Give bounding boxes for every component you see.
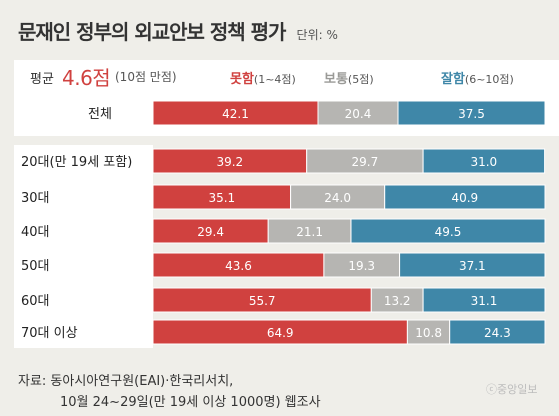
value-label: 43.6 [225,259,252,273]
legend-item-bad: 못함(1~4점) [230,68,296,87]
value-label: 29.7 [352,155,379,169]
category-label: 50대 [21,259,50,274]
value-label: 39.2 [216,155,243,169]
category-label: 40대 [21,225,50,240]
title-row: 문재인 정부의 외교안보 정책 평가 단위: % [18,16,338,45]
value-label: 20.4 [345,107,372,121]
value-label: 19.3 [348,259,375,273]
legend-range: (6~10점) [464,73,514,86]
value-label: 64.9 [267,326,294,340]
value-label: 42.1 [222,107,249,121]
value-label: 49.5 [435,225,462,239]
bar-segment [406,319,451,345]
value-label: 31.0 [470,155,497,169]
publisher-logo: ⓒ중앙일보 [486,383,538,396]
bar-segment [422,287,546,313]
bar-segment [267,218,352,244]
category-panel [14,145,153,348]
average-suffix: (10점 만점) [115,70,177,84]
bar-segment [350,218,546,244]
value-label: 37.5 [458,107,485,121]
value-label: 13.2 [384,294,411,308]
category-label: 30대 [21,191,50,206]
source-line-2: 10월 24~29일(만 19세 이상 1000명) 웹조사 [60,395,321,410]
value-label: 37.1 [459,259,486,273]
bar-segment [397,100,546,126]
value-label: 31.1 [471,294,498,308]
unit-label: 단위: % [296,28,338,42]
bar-segment [323,252,401,278]
value-label: 24.3 [484,326,511,340]
source-line-1: 자료: 동아시아연구원(EAI)·한국리서치, [18,374,234,389]
legend-name: 보통 [324,72,348,87]
average-value: 4.6점 [62,66,111,90]
bar-segment [152,100,319,126]
value-label: 21.1 [296,225,323,239]
bar-segment [152,184,292,210]
bar-segment [422,148,546,174]
bar-segment [370,287,424,313]
legend-item-neutral: 보통(5점) [324,68,374,87]
value-label: 10.8 [415,326,442,340]
chart-title: 문재인 정부의 외교안보 정책 평가 [18,20,286,44]
bar-segment [152,252,325,278]
legend-name: 못함 [230,72,254,87]
bar-segment [399,252,546,278]
legend-item-good: 잘함(6~10점) [441,68,514,87]
average-label: 평균 [30,72,54,87]
legend-range: (1~4점) [253,73,296,86]
category-label: 70대 이상 [21,326,78,341]
category-label: 20대(만 19세 포함) [21,155,132,170]
bar-segment [290,184,386,210]
value-label: 40.9 [451,191,478,205]
bar-segment [152,319,408,345]
bar-segment [152,218,269,244]
legend-row: 평균 4.6점 (10점 만점) 못함(1~4점) 보통(5점) 잘함(6~10… [30,66,550,90]
category-label: 전체 [88,107,112,122]
bar-segment [384,184,546,210]
bar-segment [317,100,399,126]
bar-segment [449,319,546,345]
category-label: 60대 [21,294,50,309]
value-label: 55.7 [249,294,276,308]
value-label: 24.0 [324,191,351,205]
value-label: 29.4 [197,225,224,239]
bar-segment [152,148,308,174]
bar-segment [152,287,372,313]
value-label: 35.1 [208,191,235,205]
stacked-bar-chart: 전체 42.1 20.4 37.5 20대(만 19세 포함) 39.2 29.7 31.0 3… [14,100,546,348]
source-note: 자료: 동아시아연구원(EAI)·한국리서치, 10월 24~29일(만 19세… [18,371,321,413]
legend-range: (5점) [347,73,374,86]
legend-name: 잘함 [441,72,465,87]
